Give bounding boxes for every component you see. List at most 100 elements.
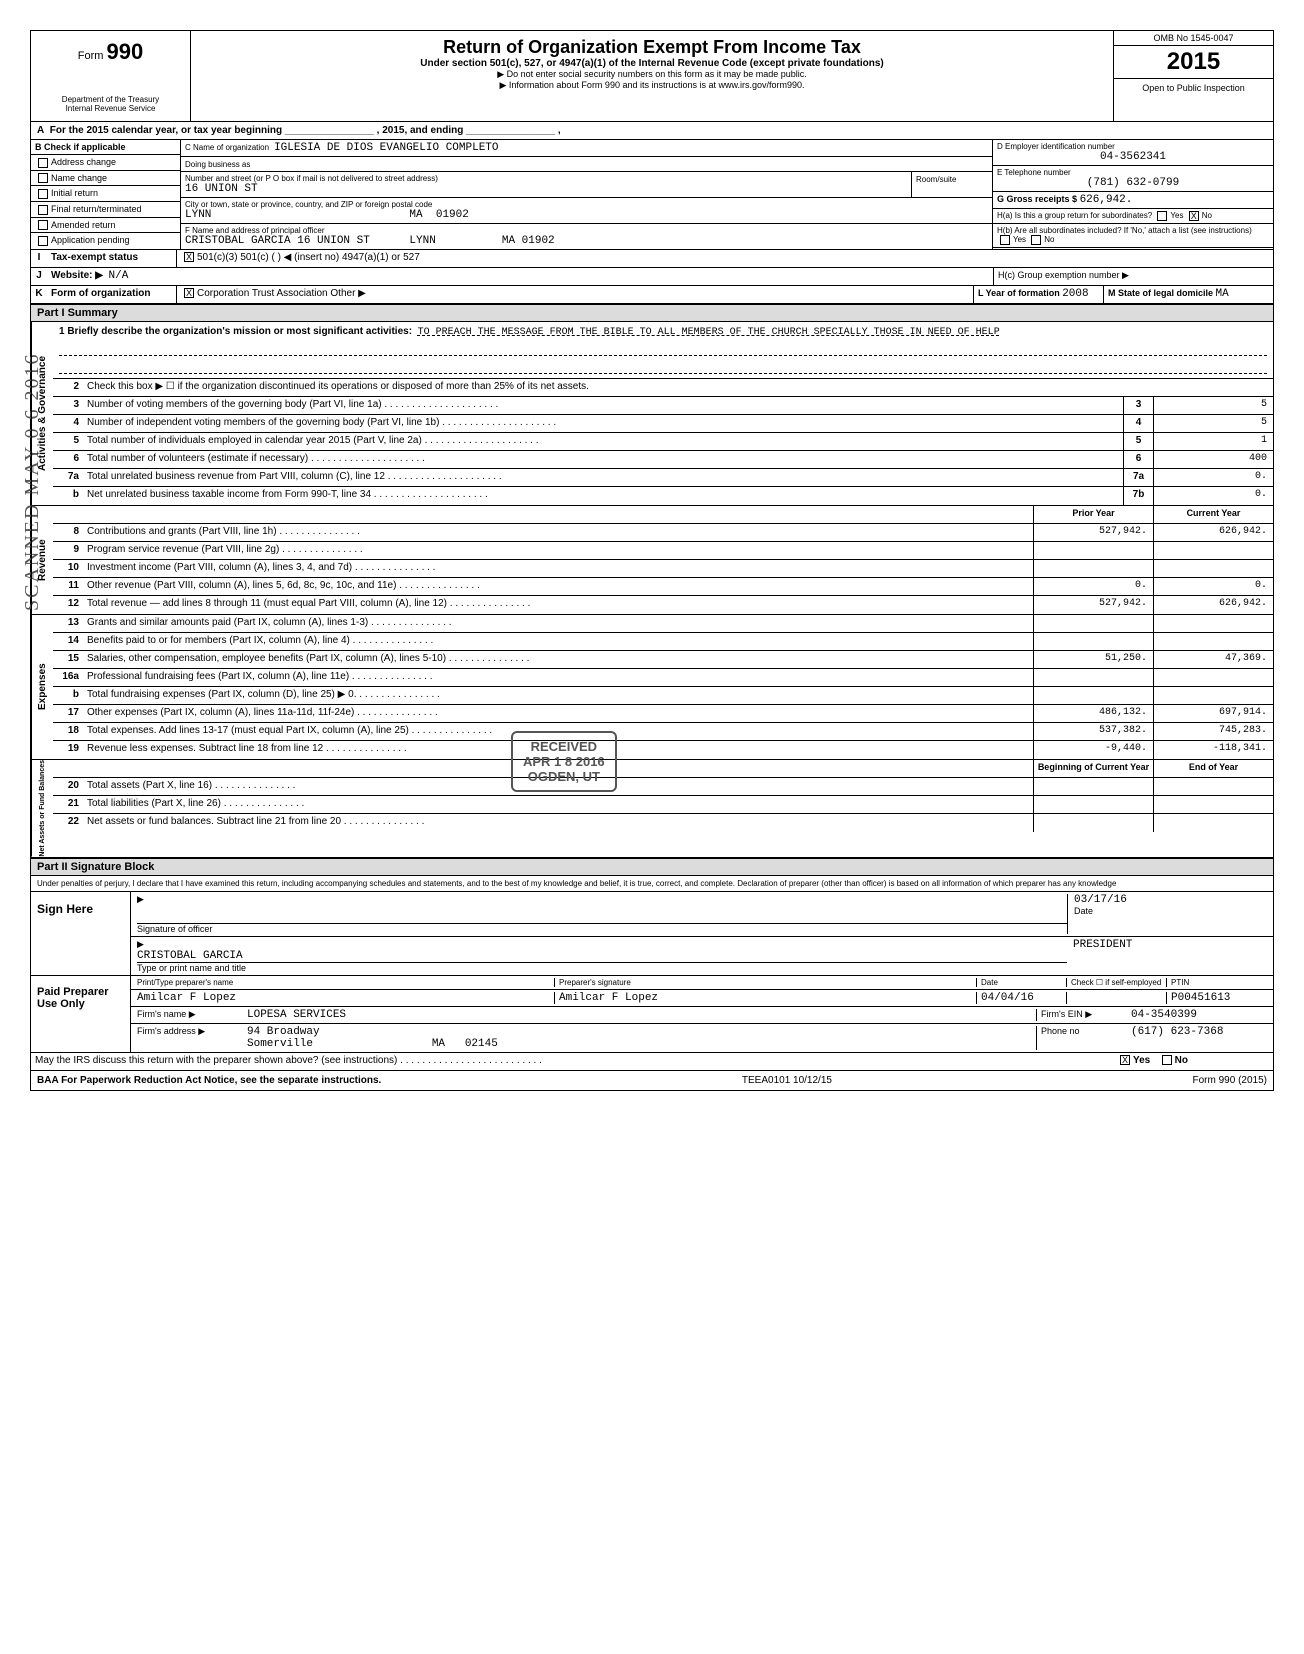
financial-row: 12Total revenue — add lines 8 through 11… <box>53 596 1273 614</box>
check-name-change[interactable]: Name change <box>31 171 180 187</box>
treasury-dept: Department of the Treasury Internal Reve… <box>39 95 182 113</box>
governance-row: 5Total number of individuals employed in… <box>53 433 1273 451</box>
beg-year-header: Beginning of Current Year <box>1033 760 1153 777</box>
phone-label: E Telephone number <box>997 168 1269 177</box>
prep-self-hdr: Check ☐ if self-employed <box>1067 978 1167 987</box>
part-i-header: Part I Summary <box>31 304 1273 322</box>
org-name-row: C Name of organization IGLESIA DE DIOS E… <box>181 140 992 157</box>
org-name: IGLESIA DE DIOS EVANGELIO COMPLETO <box>274 142 498 154</box>
prep-date: 04/04/16 <box>977 992 1067 1004</box>
part-ii-header: Part II Signature Block <box>31 858 1273 876</box>
h-c-exemption: H(c) Group exemption number ▶ <box>993 268 1273 285</box>
financial-row: 22Net assets or fund balances. Subtract … <box>53 814 1273 832</box>
line-2: Check this box ▶ ☐ if the organization d… <box>83 379 1273 396</box>
governance-row: 4Number of independent voting members of… <box>53 415 1273 433</box>
date-label: Date <box>1074 906 1093 916</box>
financial-row: 15Salaries, other compensation, employee… <box>53 651 1273 669</box>
officer-name: CRISTOBAL GARCIA <box>137 950 1067 963</box>
footer-mid: TEEA0101 10/12/15 <box>742 1075 832 1086</box>
street-value: 16 UNION ST <box>185 183 907 195</box>
mission-text: TO PREACH THE MESSAGE FROM THE BIBLE TO … <box>418 327 1000 338</box>
check-final-return[interactable]: Final return/terminated <box>31 202 180 218</box>
h-a-group-return: H(a) Is this a group return for subordin… <box>993 209 1273 224</box>
financial-row: 11Other revenue (Part VIII, column (A), … <box>53 578 1273 596</box>
firm-phone-lbl: Phone no <box>1037 1026 1127 1050</box>
financial-row: 19Revenue less expenses. Subtract line 1… <box>53 741 1273 759</box>
h-b-subordinates: H(b) Are all subordinates included? If '… <box>993 224 1273 248</box>
officer-title: PRESIDENT <box>1073 939 1267 951</box>
line-i-tax-status: I Tax-exempt status X501(c)(3) 501(c) ( … <box>31 250 1273 268</box>
perjury-statement: Under penalties of perjury, I declare th… <box>31 876 1273 892</box>
prep-date-hdr: Date <box>977 978 1067 987</box>
line-k-form-org: K Form of organization XCorporation Trus… <box>31 286 1273 304</box>
check-amended[interactable]: Amended return <box>31 218 180 234</box>
end-year-header: End of Year <box>1153 760 1273 777</box>
netassets-label: Net Assets or Fund Balances <box>31 760 53 857</box>
prep-ptin-hdr: PTIN <box>1167 978 1267 987</box>
ein-value: 04-3562341 <box>997 151 1269 163</box>
prior-year-header: Prior Year <box>1033 506 1153 523</box>
revenue-label: Revenue <box>31 506 53 614</box>
dba-label: Doing business as <box>185 160 250 169</box>
tax-year: 2015 <box>1114 46 1273 79</box>
name-title-label: Type or print name and title <box>137 963 246 973</box>
firm-phone: (617) 623-7368 <box>1127 1026 1267 1050</box>
financial-row: 8Contributions and grants (Part VIII, li… <box>53 524 1273 542</box>
firm-addr-lbl: Firm's address ▶ <box>137 1026 247 1050</box>
check-address-change[interactable]: Address change <box>31 155 180 171</box>
financial-row: 18Total expenses. Add lines 13-17 (must … <box>53 723 1273 741</box>
prep-name: Amilcar F Lopez <box>137 992 555 1004</box>
line-a-tax-year: A For the 2015 calendar year, or tax yea… <box>31 122 1273 140</box>
room-label: Room/suite <box>916 175 956 184</box>
street-label: Number and street (or P O box if mail is… <box>185 174 907 183</box>
financial-row: 20Total assets (Part X, line 16) . . . .… <box>53 778 1273 796</box>
firm-ein-lbl: Firm's EIN ▶ <box>1037 1009 1127 1021</box>
form-number-label: Form 990 <box>39 39 182 65</box>
page-footer: BAA For Paperwork Reduction Act Notice, … <box>31 1071 1273 1090</box>
financial-row: 21Total liabilities (Part X, line 26) . … <box>53 796 1273 814</box>
footer-right: Form 990 (2015) <box>1193 1075 1267 1086</box>
gross-receipts: G Gross receipts $ 626,942. <box>993 192 1273 209</box>
omb-number: OMB No 1545-0047 <box>1114 31 1273 46</box>
form-header: Form 990 Department of the Treasury Inte… <box>31 31 1273 122</box>
sign-here-block: Sign Here Signature of officer 03/17/16 … <box>31 892 1273 976</box>
officer-label: F Name and address of principal officer <box>185 226 988 235</box>
form-title: Return of Organization Exempt From Incom… <box>201 37 1103 58</box>
firm-name: LOPESA SERVICES <box>247 1009 1037 1021</box>
governance-row: 7aTotal unrelated business revenue from … <box>53 469 1273 487</box>
section-b-header: B Check if applicable <box>31 140 180 155</box>
officer-value: CRISTOBAL GARCIA 16 UNION ST LYNN MA 019… <box>185 235 988 247</box>
line-j-website: J Website: ▶ N/A H(c) Group exemption nu… <box>31 268 1273 286</box>
open-to-public: Open to Public Inspection <box>1114 79 1273 97</box>
footer-left: BAA For Paperwork Reduction Act Notice, … <box>37 1075 381 1086</box>
instr-ssn: ▶ Do not enter social security numbers o… <box>201 69 1103 80</box>
expenses-label: Expenses <box>31 615 53 759</box>
instr-url: ▶ Information about Form 990 and its ins… <box>201 80 1103 91</box>
org-info-section: B Check if applicable Address change Nam… <box>31 140 1273 250</box>
prep-name-hdr: Print/Type preparer's name <box>137 978 555 987</box>
firm-name-lbl: Firm's name ▶ <box>137 1009 247 1021</box>
check-initial-return[interactable]: Initial return <box>31 186 180 202</box>
governance-label: Activities & Governance <box>31 322 53 505</box>
irs-discuss-row: May the IRS discuss this return with the… <box>31 1053 1273 1071</box>
governance-row: 6Total number of volunteers (estimate if… <box>53 451 1273 469</box>
financial-row: 9Program service revenue (Part VIII, lin… <box>53 542 1273 560</box>
city-label: City or town, state or province, country… <box>185 200 988 209</box>
form-990-page: SCANNED MAY 0 6 2016 Form 990 Department… <box>30 30 1274 1091</box>
mission-block: 1 Briefly describe the organization's mi… <box>53 322 1273 379</box>
city-value: LYNN MA 01902 <box>185 209 988 221</box>
firm-ein: 04-3540399 <box>1127 1009 1267 1021</box>
check-pending[interactable]: Application pending <box>31 233 180 248</box>
current-year-header: Current Year <box>1153 506 1273 523</box>
preparer-block: Paid Preparer Use Only Print/Type prepar… <box>31 976 1273 1053</box>
financial-row: 13Grants and similar amounts paid (Part … <box>53 615 1273 633</box>
ein-label: D Employer identification number <box>997 142 1269 151</box>
financial-row: 17Other expenses (Part IX, column (A), l… <box>53 705 1273 723</box>
prep-ptin: P00451613 <box>1167 992 1267 1004</box>
phone-value: (781) 632-0799 <box>997 177 1269 189</box>
sign-date: 03/17/16 <box>1074 894 1267 906</box>
form-subtitle: Under section 501(c), 527, or 4947(a)(1)… <box>201 58 1103 69</box>
financial-row: bTotal fundraising expenses (Part IX, co… <box>53 687 1273 705</box>
financial-row: 16aProfessional fundraising fees (Part I… <box>53 669 1273 687</box>
governance-row: 3Number of voting members of the governi… <box>53 397 1273 415</box>
